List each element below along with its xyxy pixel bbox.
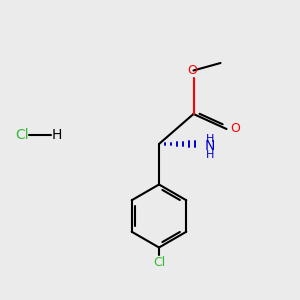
Text: Cl: Cl [153,256,165,269]
Text: O: O [187,64,197,76]
Text: H: H [52,128,62,142]
Text: O: O [230,122,240,136]
Text: H: H [206,150,214,161]
Text: H: H [206,134,214,144]
Text: N: N [205,140,215,153]
Text: Cl: Cl [15,128,28,142]
